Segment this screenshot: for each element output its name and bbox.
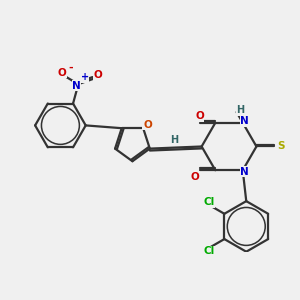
Text: N: N	[240, 167, 249, 177]
Text: N: N	[240, 116, 249, 126]
Text: Cl: Cl	[203, 246, 214, 256]
Text: -: -	[68, 63, 73, 73]
Text: S: S	[277, 142, 285, 152]
Text: H: H	[236, 105, 244, 116]
Text: O: O	[57, 68, 66, 78]
Text: H: H	[170, 135, 178, 145]
Text: N: N	[72, 81, 81, 91]
Text: +: +	[81, 72, 89, 82]
Text: O: O	[191, 172, 200, 182]
Text: O: O	[195, 111, 204, 122]
Text: O: O	[94, 70, 103, 80]
Text: Cl: Cl	[203, 197, 214, 207]
Text: O: O	[143, 120, 152, 130]
